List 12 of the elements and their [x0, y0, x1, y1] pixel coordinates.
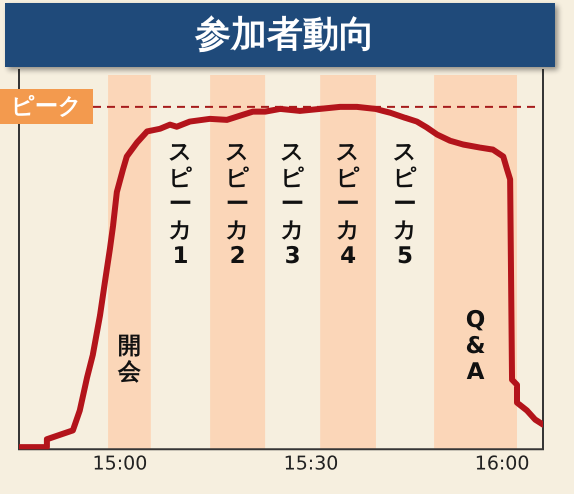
band-label: スピーカ4 — [336, 138, 360, 269]
ref-line-label: ピーク — [11, 93, 82, 120]
x-tick-label: 16:00 — [474, 452, 530, 475]
x-tick-label: 15:00 — [92, 452, 148, 475]
annotation: スピーカ3 — [280, 138, 305, 269]
band-label: スピーカ2 — [226, 138, 250, 269]
chart-title: 参加者動向 — [195, 14, 375, 55]
annotation: スピーカ1 — [168, 138, 193, 269]
annotation: スピーカ5 — [392, 138, 418, 269]
x-tick-label: 15:30 — [284, 452, 338, 475]
band-label: Q&A — [464, 307, 487, 386]
band-label: 開会 — [117, 333, 142, 386]
